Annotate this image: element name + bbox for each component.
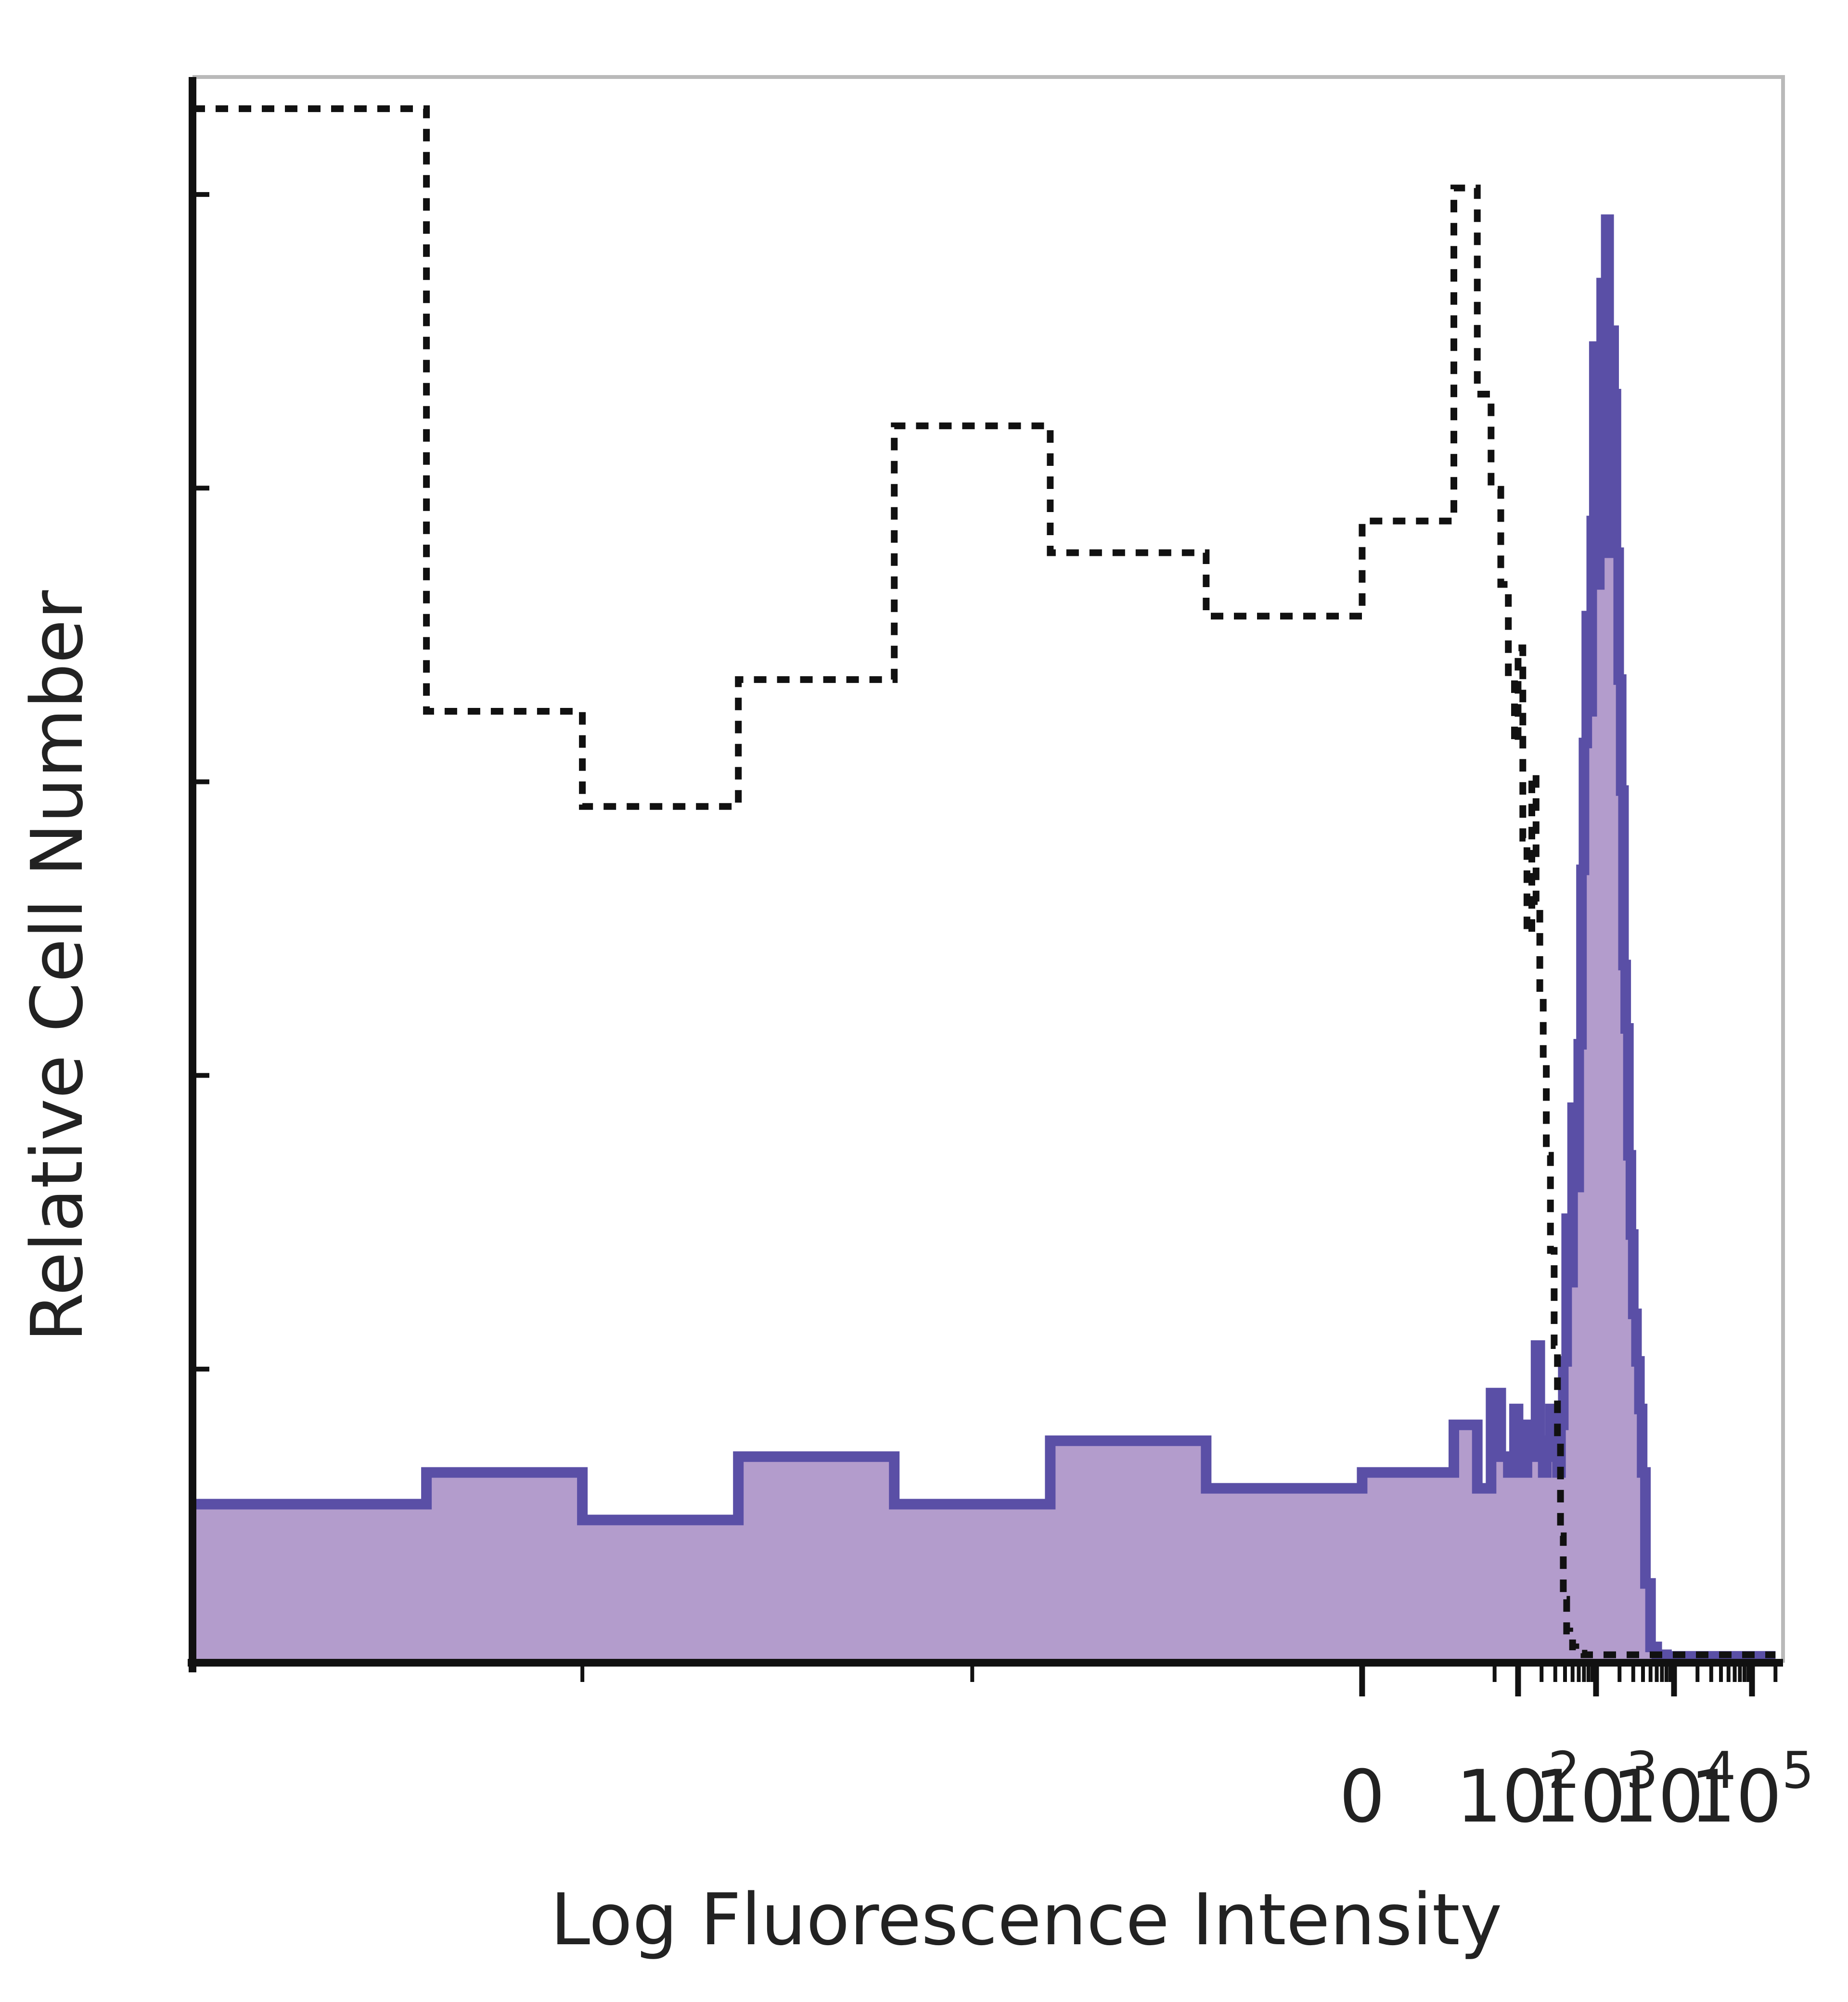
- x-tick-label: 103: [1534, 1741, 1658, 1839]
- x-tick-label: 102: [1456, 1741, 1580, 1839]
- plot-area: [192, 105, 1776, 1663]
- x-tick-label: 0: [1339, 1755, 1385, 1839]
- y-axis-label: Relative Cell Number: [16, 590, 99, 1342]
- control-histogram-dashed-line: [192, 105, 1776, 1658]
- x-tick-label: 104: [1612, 1741, 1736, 1839]
- x-tick-label: 105: [1690, 1741, 1814, 1839]
- stained-histogram-line: [192, 214, 1776, 1662]
- stained-histogram-fill: [192, 219, 1776, 1663]
- plot-frame: [192, 75, 1785, 1663]
- x-axis-label: Log Fluorescence Intensity: [551, 1878, 1502, 1961]
